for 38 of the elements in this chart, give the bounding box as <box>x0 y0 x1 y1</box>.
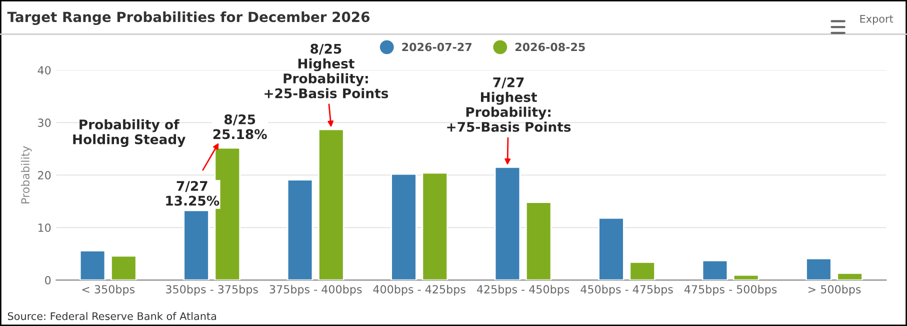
x-tick-label: 450bps - 475bps <box>580 284 673 296</box>
bar <box>110 255 137 280</box>
legend-label: 2026-07-27 <box>402 42 472 52</box>
bar <box>494 166 521 280</box>
x-tick-label: 425bps - 450bps <box>476 284 570 296</box>
bar <box>836 272 863 280</box>
bar <box>422 172 448 280</box>
bar <box>79 250 106 280</box>
bar <box>525 202 552 280</box>
chart-title: Target Range Probabilities for December 2026 <box>7 11 370 25</box>
x-tick-label: 475bps - 500bps <box>684 284 777 296</box>
bar <box>806 258 832 280</box>
x-tick-label: 375bps - 400bps <box>270 284 362 296</box>
source-note: Source: Federal Reserve Bank of Atlanta <box>8 312 216 320</box>
y-tick-label: 20 <box>38 171 51 180</box>
annotation: 8/25 25.18% <box>213 114 267 140</box>
y-axis-title: Probability <box>20 146 32 204</box>
x-tick-label: > 500bps <box>808 284 861 296</box>
legend-label: 2026-08-25 <box>515 42 585 52</box>
bar <box>732 274 760 280</box>
x-tick-label: 350bps - 375bps <box>166 284 258 296</box>
bar <box>318 128 344 280</box>
y-tick-label: 30 <box>38 118 51 127</box>
annotation: 8/25 Highest Probability: +25-Basis Points <box>264 44 388 98</box>
x-tick-label: < 350bps <box>82 284 135 296</box>
text: Export <box>860 14 894 25</box>
annotation: 7/27 Highest Probability: +75-Basis Points <box>447 77 571 132</box>
bar <box>598 217 624 280</box>
bar <box>390 173 417 280</box>
y-tick-label: 0 <box>45 276 51 284</box>
y-tick-label: 40 <box>38 66 51 74</box>
x-tick-label: 400bps - 425bps <box>373 284 466 296</box>
bar <box>629 261 656 280</box>
bar <box>702 260 728 280</box>
annotation: Probability of Holding Steady <box>73 119 186 147</box>
y-tick-label: 10 <box>38 224 51 232</box>
annotation: 7/27 13.25% <box>166 180 220 206</box>
bar <box>286 179 314 280</box>
